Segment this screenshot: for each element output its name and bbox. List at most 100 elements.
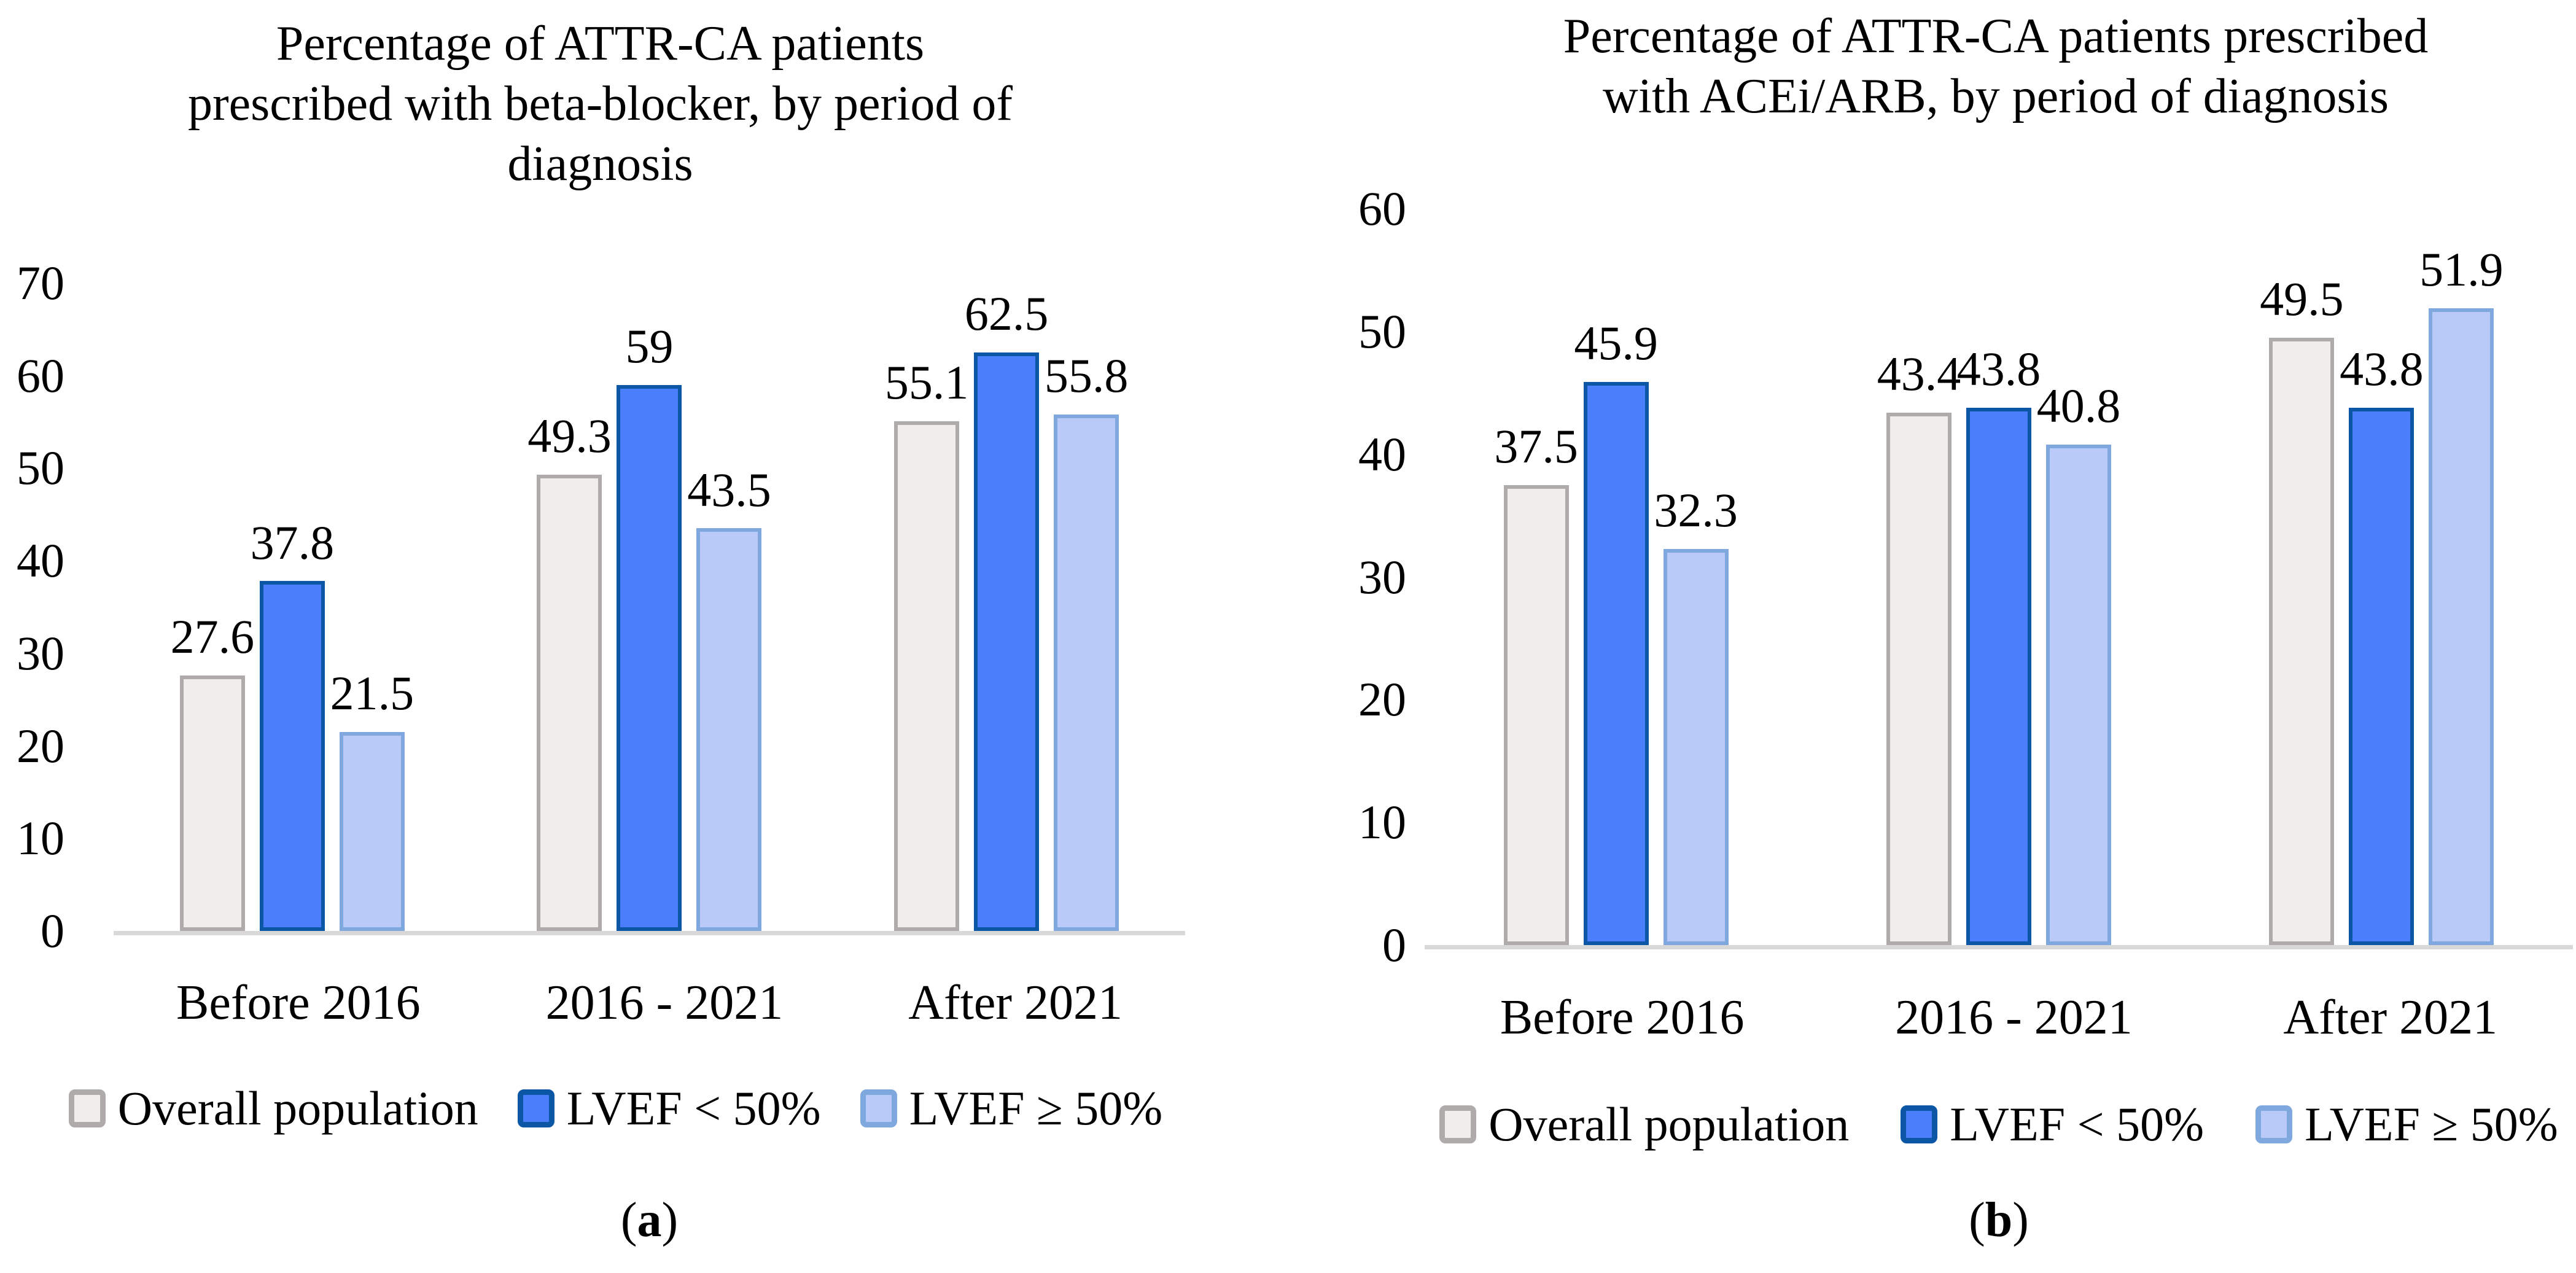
y-tick-label: 20 — [17, 718, 64, 773]
chart-title-line: Percentage of ATTR-CA patients prescribe… — [1563, 9, 2429, 63]
bar-value-label: 37.8 — [250, 515, 335, 569]
legend-color-swatch — [2255, 1105, 2293, 1143]
bar-group-after-2021: 55.1 62.5 55.8 — [885, 283, 1128, 931]
bar-value-label: 55.8 — [1044, 349, 1129, 403]
caption-paren-close: ) — [2012, 1193, 2029, 1247]
legend-color-swatch — [1439, 1105, 1477, 1143]
y-tick-label: 50 — [17, 441, 64, 495]
caption-paren-close: ) — [661, 1193, 679, 1247]
y-tick-label: 0 — [1382, 918, 1406, 971]
plot-area: 27.6 37.8 21.5 49.3 59 43.5 55.1 62.5 55.8 — [114, 283, 1185, 935]
bar-value-label: 43.4 — [1877, 346, 1961, 400]
legend-item-lvef-50: LVEF ≥ 50% — [860, 1081, 1163, 1136]
bar-value-label: 43.8 — [2340, 341, 2424, 395]
bar-value-label: 32.3 — [1654, 483, 1738, 537]
legend: Overall population LVEF < 50% LVEF ≥ 50% — [1425, 1097, 2573, 1152]
legend-color-swatch — [1901, 1105, 1938, 1143]
bar-group-after-2021: 49.5 43.8 51.9 — [2260, 209, 2504, 945]
legend-item-lvef-50: LVEF < 50% — [1901, 1097, 2204, 1152]
bar-lvef-50: 43.5 — [687, 463, 771, 931]
caption-letter: a — [637, 1193, 662, 1247]
bar-value-label: 49.3 — [527, 409, 612, 463]
x-category-label: Before 2016 — [1500, 991, 1745, 1045]
bar-group-before-2016: 37.5 45.9 32.3 — [1494, 209, 1738, 945]
bar-lvef-50: 55.8 — [1045, 349, 1128, 931]
legend-color-swatch — [860, 1089, 897, 1127]
bar-value-label: 27.6 — [170, 610, 255, 664]
legend-item-lvef-50: LVEF < 50% — [517, 1081, 821, 1136]
bar-value-label: 43.8 — [1956, 341, 2041, 395]
y-tick-label: 70 — [17, 256, 64, 309]
legend-item-overall-population: Overall population — [68, 1081, 478, 1136]
chart-title-line: diagnosis — [507, 137, 693, 191]
bar-lvef-50: 59 — [617, 320, 682, 931]
bar-overall-population: 55.1 — [885, 356, 968, 931]
plot-area: 37.5 45.9 32.3 43.4 43.8 40.8 49.5 43.8 51.9 — [1425, 209, 2573, 949]
legend: Overall population LVEF < 50% LVEF ≥ 50% — [68, 1081, 1162, 1136]
legend-item-overall-population: Overall population — [1439, 1097, 1849, 1152]
bar-lvef-50: 51.9 — [2419, 243, 2504, 945]
bar-value-label: 37.5 — [1494, 419, 1578, 473]
x-axis-category-labels: Before 2016 2016 - 2021 After 2021 — [114, 975, 1185, 1031]
x-category-label: After 2021 — [908, 976, 1123, 1030]
bar-value-label: 49.5 — [2260, 272, 2344, 326]
bar-overall-population: 49.5 — [2260, 273, 2344, 945]
caption-letter: b — [1985, 1193, 2013, 1247]
bar-value-label: 45.9 — [1574, 316, 1658, 370]
bar-groups: 37.5 45.9 32.3 43.4 43.8 40.8 49.5 43.8 51.9 — [1425, 209, 2573, 945]
y-tick-label: 50 — [1358, 304, 1406, 358]
bar-groups: 27.6 37.8 21.5 49.3 59 43.5 55.1 62.5 55.8 — [114, 283, 1185, 931]
chart-panel-a: Percentage of ATTR-CA patients prescribed… — [0, 14, 1185, 1247]
bar-group-2016-2021: 43.4 43.8 40.8 — [1877, 209, 2120, 945]
bar-value-label: 21.5 — [330, 666, 414, 720]
legend-label: LVEF ≥ 50% — [909, 1081, 1163, 1135]
y-tick-label: 60 — [1358, 182, 1406, 235]
bar-lvef-50: 45.9 — [1574, 317, 1658, 945]
y-tick-label: 20 — [1358, 672, 1406, 726]
bar-lvef-50: 37.8 — [251, 516, 334, 931]
chart-panel-b: Percentage of ATTR-CA patients prescribe… — [1358, 0, 2576, 1273]
bar-overall-population: 37.5 — [1494, 420, 1578, 945]
bar-value-label: 55.1 — [884, 355, 969, 409]
legend-color-swatch — [517, 1089, 555, 1127]
y-tick-label: 30 — [1358, 550, 1406, 604]
bar-value-label: 43.5 — [687, 462, 771, 516]
chart-title-line: prescribed with beta-blocker, by period … — [188, 77, 1013, 131]
bar-lvef-50: 40.8 — [2037, 380, 2120, 945]
bar-lvef-50: 62.5 — [965, 287, 1048, 931]
bar-overall-population: 27.6 — [171, 610, 254, 931]
panel-caption-b: (b) — [1425, 1193, 2573, 1248]
chart-title: Percentage of ATTR-CA patients prescribed… — [71, 14, 1130, 194]
x-category-label: After 2021 — [2283, 991, 2498, 1045]
y-axis-tick-labels: 0 10 20 30 40 50 60 — [1320, 185, 1406, 969]
y-axis-tick-labels: 0 10 20 30 40 50 60 70 — [0, 259, 64, 955]
caption-paren-open: ( — [620, 1193, 637, 1247]
legend-color-swatch — [68, 1089, 106, 1127]
x-category-label: Before 2016 — [176, 976, 421, 1030]
y-tick-label: 10 — [1358, 795, 1406, 849]
chart-title-line: Percentage of ATTR-CA patients — [276, 17, 925, 71]
y-tick-label: 10 — [17, 811, 64, 865]
bar-group-before-2016: 27.6 37.8 21.5 — [171, 283, 414, 931]
bar-overall-population: 49.3 — [527, 410, 612, 931]
bar-value-label: 40.8 — [2036, 378, 2121, 432]
y-tick-label: 40 — [1358, 427, 1406, 481]
bar-group-2016-2021: 49.3 59 43.5 — [527, 283, 771, 931]
legend-label: LVEF < 50% — [1950, 1097, 2204, 1151]
legend-label: Overall population — [1488, 1097, 1850, 1151]
legend-label: Overall population — [117, 1081, 478, 1135]
bar-lvef-50: 43.8 — [2340, 343, 2424, 945]
legend-item-lvef-50: LVEF ≥ 50% — [2255, 1097, 2558, 1152]
bar-value-label: 59 — [625, 319, 674, 373]
bar-value-label: 62.5 — [964, 287, 1049, 341]
chart-title: Percentage of ATTR-CA patients prescribe… — [1415, 6, 2576, 127]
x-category-label: 2016 - 2021 — [545, 976, 784, 1030]
legend-label: LVEF ≥ 50% — [2305, 1097, 2558, 1151]
bar-lvef-50: 32.3 — [1654, 483, 1738, 945]
bar-value-label: 51.9 — [2419, 243, 2504, 297]
legend-label: LVEF < 50% — [566, 1081, 821, 1135]
y-tick-label: 0 — [41, 904, 64, 957]
y-tick-label: 40 — [17, 534, 64, 588]
y-tick-label: 60 — [17, 348, 64, 402]
